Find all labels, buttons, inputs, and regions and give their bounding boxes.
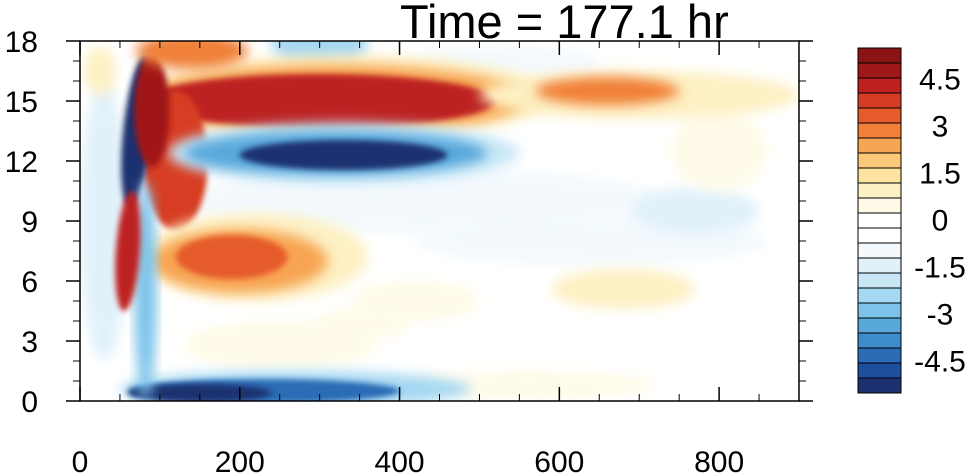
field-light-pos <box>671 111 768 191</box>
band-pos-core <box>143 74 496 128</box>
colorbar-box <box>857 212 902 229</box>
colorbar-label: 0 <box>932 205 949 238</box>
colorbar-box <box>857 167 902 184</box>
field-left-neg <box>80 81 128 361</box>
y-tick-label: 3 <box>21 326 38 359</box>
colorbar-box <box>857 62 902 79</box>
colorbar-box <box>857 77 902 94</box>
x-tick-label: 200 <box>215 446 265 473</box>
x-tick-label: 800 <box>694 446 744 473</box>
colorbar-box <box>857 257 902 274</box>
front-pos-upper <box>134 55 170 167</box>
field-left-pos <box>83 47 116 95</box>
y-tick-label: 6 <box>21 266 38 299</box>
colorbar-box <box>857 122 902 139</box>
colorbar-box <box>857 302 902 319</box>
colorbar: 4.5 3 1.5 0 -1.5 -3 -4.5 <box>857 47 965 394</box>
colorbar-box <box>857 182 902 199</box>
contour-shapes <box>80 41 799 401</box>
surface-neg-core <box>127 384 272 401</box>
colorbar-box <box>857 317 902 334</box>
colorbar-box <box>857 377 902 394</box>
colorbar-box <box>857 272 902 289</box>
top-pos-left <box>135 41 248 69</box>
colorbar-label: 3 <box>932 110 949 143</box>
y-tick-label: 9 <box>21 206 38 239</box>
field-light-pos <box>551 269 696 309</box>
y-tick-label: 18 <box>5 26 38 59</box>
colorbar-box <box>857 347 902 364</box>
field-light-pos <box>311 309 408 341</box>
field-light-neg <box>183 169 664 233</box>
colorbar-box <box>857 47 902 64</box>
colorbar-box <box>857 242 902 259</box>
colorbar-box <box>857 227 902 244</box>
colorbar-box <box>857 137 902 154</box>
colorbar-box <box>857 332 902 349</box>
colorbar-label: -3 <box>927 299 954 332</box>
x-tick-label: 600 <box>534 446 584 473</box>
y-tick-label: 12 <box>5 146 38 179</box>
field-light-neg <box>631 187 760 235</box>
colorbar-box <box>857 152 902 169</box>
colorbar-label: 1.5 <box>919 157 961 190</box>
colorbar-box <box>857 287 902 304</box>
colorbar-box <box>857 197 902 214</box>
colorbar-box <box>857 92 902 109</box>
band-neg-core <box>239 140 448 170</box>
colorbar-label: 4.5 <box>919 63 961 96</box>
contour-field <box>80 41 799 401</box>
front-pos-lower <box>115 191 141 311</box>
colorbar-label: -1.5 <box>914 252 965 285</box>
colorbar-box <box>857 107 902 124</box>
chart-title: Time = 177.1 hr <box>400 0 729 48</box>
x-tick-label: 0 <box>72 446 89 473</box>
y-tick-label: 0 <box>21 386 38 419</box>
band-pos-tail-core <box>535 77 680 105</box>
colorbar-label: -4.5 <box>914 346 965 379</box>
colorbar-box <box>857 362 902 379</box>
x-tick-label: 400 <box>375 446 425 473</box>
y-tick-label: 15 <box>5 86 38 119</box>
axes: 0 200 400 600 800 0 3 6 9 12 15 18 <box>5 26 813 473</box>
field-light-pos <box>351 281 480 321</box>
mid-pos-core <box>175 235 288 279</box>
